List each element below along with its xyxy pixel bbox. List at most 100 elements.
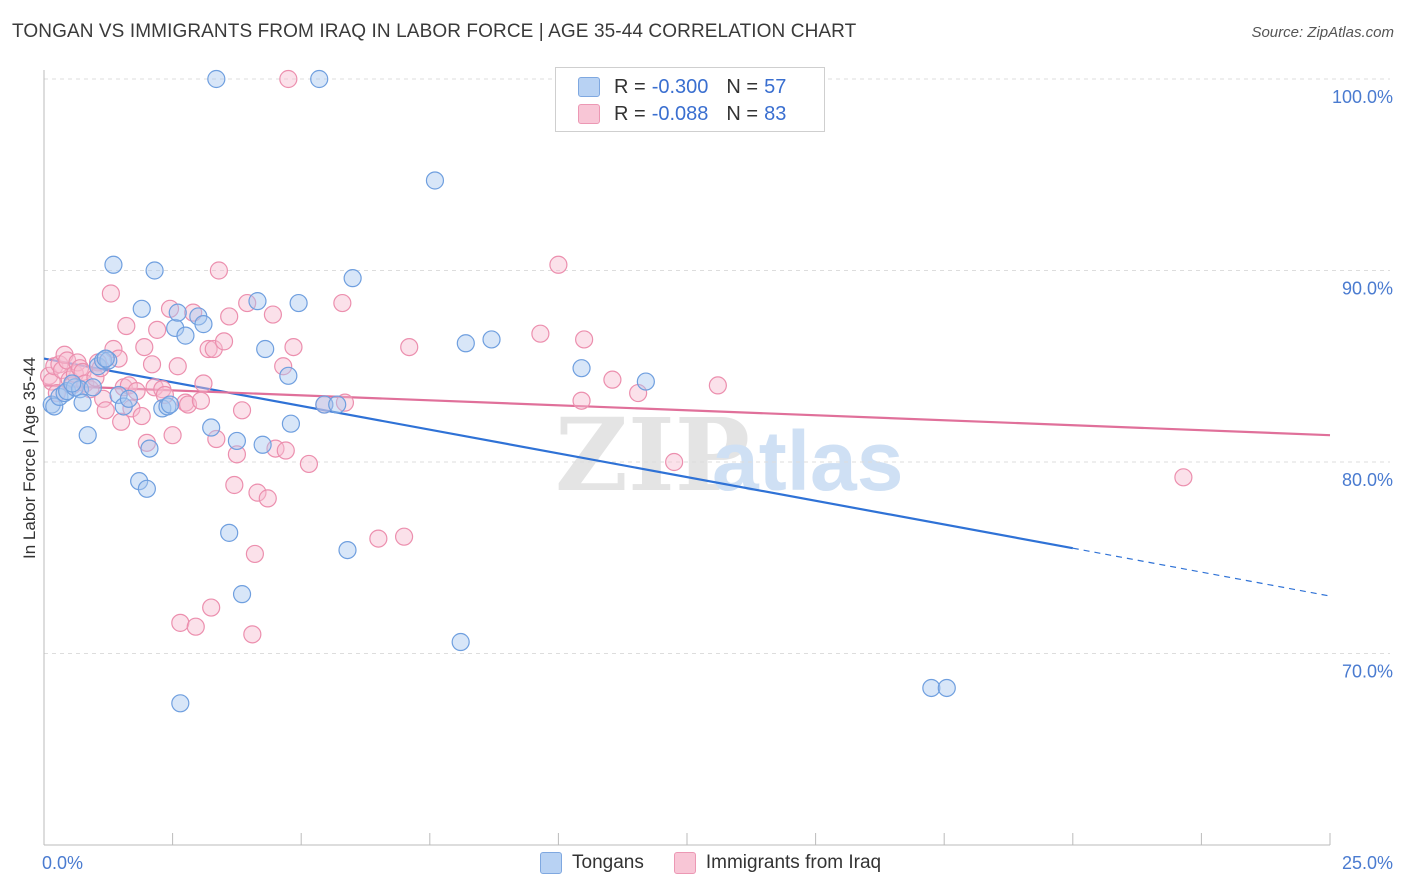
tongan-point	[104, 255, 123, 274]
iraq-point	[101, 284, 120, 303]
iraq-point	[214, 332, 234, 351]
source-credit: Source: ZipAtlas.com	[1251, 24, 1394, 41]
tongan-point	[194, 315, 213, 334]
y-tick-label: 90.0%	[1342, 279, 1393, 299]
tongan-point	[289, 293, 308, 313]
tongan-point	[88, 357, 108, 376]
x-tick-label: 0.0%	[42, 853, 83, 873]
tongan-point	[42, 395, 61, 414]
tongan-point	[158, 397, 177, 416]
chart-title: TONGAN VS IMMIGRANTS FROM IRAQ IN LABOR …	[12, 21, 857, 42]
tongan-point	[109, 385, 128, 405]
iraq-point	[194, 374, 213, 393]
tongan-point	[922, 678, 941, 698]
iraq-point	[135, 338, 154, 357]
tongan-point	[137, 479, 156, 498]
iraq-point	[104, 339, 123, 359]
pink-square-icon	[673, 852, 696, 874]
watermark: ZIP atlas	[555, 396, 903, 514]
iraq-point	[94, 389, 113, 408]
legend-row-iraq: R = -0.088 N = 83	[578, 101, 786, 127]
y-tick-label: 70.0%	[1342, 662, 1393, 682]
tongan-point	[119, 389, 138, 408]
tongan-point	[220, 523, 239, 542]
tongan-point	[310, 69, 329, 89]
legend-item-tongans: Tongans	[540, 852, 644, 874]
iraq-point	[333, 293, 352, 313]
tongan-point	[45, 397, 64, 416]
iraq-point	[279, 69, 298, 89]
tongan-point	[425, 171, 445, 190]
iraq-point	[708, 376, 727, 395]
iraq-point	[245, 544, 265, 564]
iraq-point	[400, 338, 419, 357]
tongan-point	[202, 418, 221, 437]
tongan-point	[451, 632, 470, 652]
legend-label-iraq: Immigrants from Iraq	[705, 852, 882, 873]
tongan-point	[83, 378, 102, 397]
y-tick-label: 100.0%	[1332, 87, 1393, 107]
iraq-point	[176, 393, 195, 412]
y-tick-label: 80.0%	[1342, 470, 1393, 490]
tongan-point	[145, 261, 164, 280]
iraq-point	[369, 529, 388, 548]
tongan-point	[232, 585, 252, 604]
iraq-point	[531, 324, 550, 343]
tongan-point	[937, 678, 956, 698]
tongan-point	[130, 472, 149, 491]
iraq-point	[274, 357, 293, 376]
iraq-point	[186, 617, 205, 636]
blue-square-icon	[540, 852, 562, 874]
watermark-zip: ZIP	[555, 396, 750, 514]
iraq-point	[148, 320, 167, 339]
legend-item-iraq: Immigrants from Iraq	[673, 852, 882, 874]
legend-r-label: R =	[614, 102, 646, 125]
tongan-point	[55, 383, 74, 403]
tongan-point	[636, 372, 655, 391]
iraq-point	[163, 426, 182, 445]
tongan-point	[168, 303, 187, 322]
iraq-point	[603, 370, 622, 389]
blue-swatch-icon	[578, 77, 600, 97]
iraq-point	[142, 355, 162, 374]
tongan-point	[227, 431, 246, 451]
tongan-trend-extension	[1072, 547, 1331, 597]
iraq-point	[202, 598, 221, 617]
tongan-point	[343, 269, 362, 288]
tongan-trend-line	[43, 357, 1073, 550]
tongan-point	[63, 374, 82, 393]
iraq-point	[171, 613, 190, 632]
iraq-point	[42, 372, 61, 391]
iraq-point	[665, 452, 684, 472]
tongan-point	[315, 395, 334, 414]
trend-lines	[43, 357, 1331, 597]
iraq-point	[243, 625, 262, 644]
tongan-point	[253, 435, 272, 454]
legend-r-label: R =	[614, 75, 646, 98]
series-legend: Tongans Immigrants from Iraq	[540, 852, 911, 874]
tongan-point	[166, 318, 185, 338]
tongan-point	[99, 351, 118, 370]
iraq-point	[284, 338, 303, 357]
iraq-point	[191, 391, 210, 410]
iraq-point	[209, 261, 228, 280]
tongan-point	[256, 339, 275, 359]
tongan-point	[281, 414, 301, 433]
iraq-point	[127, 382, 146, 401]
iraq-point	[276, 441, 295, 460]
iraq-point	[81, 380, 100, 399]
iraq-point	[168, 357, 187, 376]
iraq-point	[225, 475, 244, 495]
iraq-point	[299, 454, 319, 474]
tongan-point	[248, 292, 267, 311]
iraq-point	[258, 489, 277, 508]
pink-swatch-icon	[578, 104, 600, 124]
tongan-point	[328, 395, 347, 414]
iraq-point	[207, 429, 226, 449]
iraq-point	[232, 401, 252, 420]
legend-n-label: N =	[726, 75, 759, 98]
tongan-point	[279, 366, 298, 385]
iraq-point	[263, 305, 283, 324]
legend-n-value: 83	[764, 102, 787, 125]
